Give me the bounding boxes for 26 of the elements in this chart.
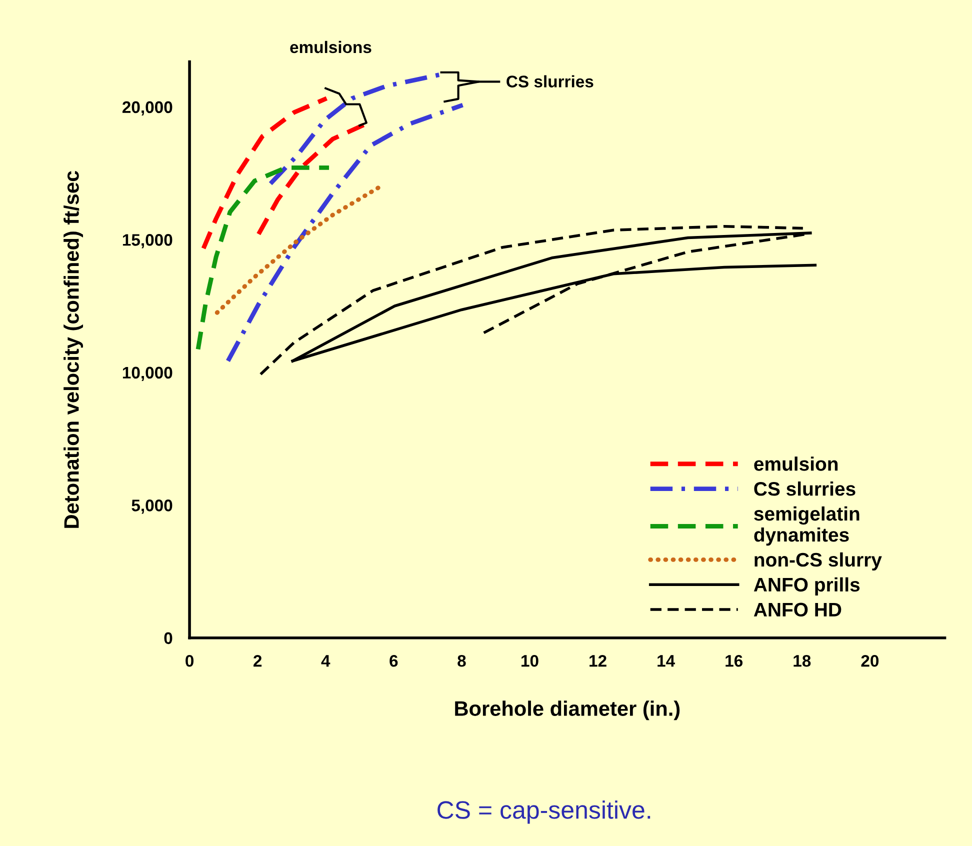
x-tick-label: 4 [321,655,330,667]
y-axis-title: Detonation velocity (confined) ft/sec [64,170,84,528]
y-tick-label: 10,000 [122,366,172,382]
annotation: CS slurries [506,75,594,88]
x-tick-label: 0 [186,654,194,667]
x-tick-label: 8 [458,654,466,667]
x-tick-label: 12 [590,654,606,667]
x-tick-label: 16 [726,654,743,667]
text: emulsions [290,40,372,54]
legend-label: ANFO prills [754,577,860,596]
x-tick-label: 2 [254,654,262,667]
y-tick-label: 0 [164,632,172,644]
x-tick-label: 14 [658,655,675,667]
text: CS = cap-sensitive. [438,800,650,824]
x-tick-label: 10 [522,654,538,667]
x-tick-label: 6 [390,654,398,667]
legend-label: ANFO HD [754,602,842,617]
y-tick-label: 15,000 [122,234,172,248]
y-tick-label: 20,000 [122,101,172,116]
y-tick-label: 5,000 [132,500,172,514]
legend-label: emulsion [754,456,838,471]
x-tick-label: 20 [861,654,879,667]
x-axis-title: Borehole diameter (in.) [455,700,680,720]
x-tick-label: 18 [794,654,811,667]
legend-label: CS slurries [754,482,856,496]
legend-label: non-CS slurry [754,552,882,571]
